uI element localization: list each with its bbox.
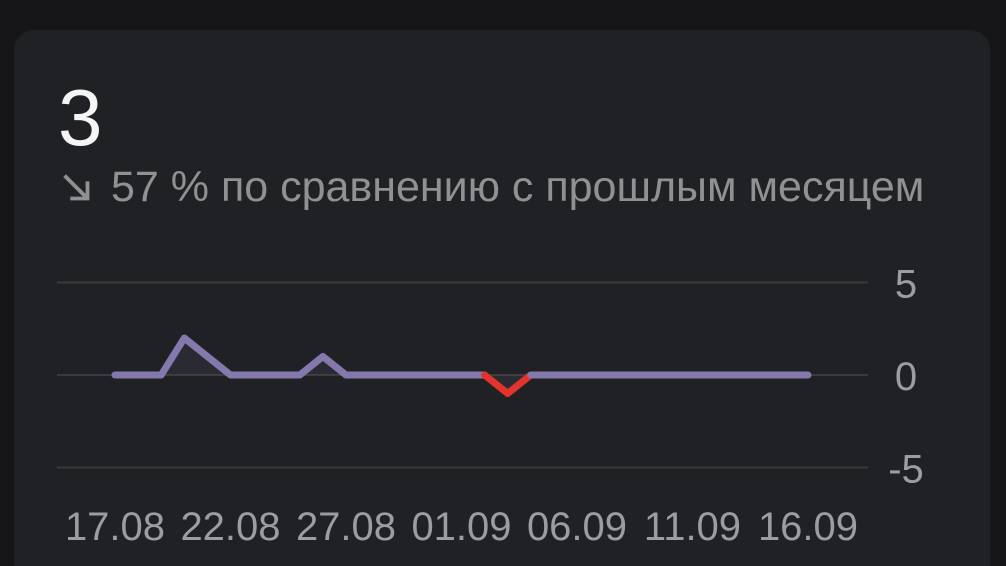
x-tick-label: 16.09 — [758, 505, 858, 549]
x-tick-label: 27.08 — [296, 505, 396, 549]
y-tick-label: 5 — [895, 263, 917, 307]
arrow-down-right-icon — [63, 173, 90, 200]
x-tick-label: 11.09 — [644, 505, 741, 549]
metric-card[interactable]: 3 57 % по сравнению с прошлым месяцем 5 0… — [14, 30, 990, 566]
x-tick-label: 17.08 — [65, 505, 165, 549]
trend-line-negative-segment — [481, 371, 535, 397]
metric-change-label: 57 % по сравнению с прошлым месяцем — [111, 163, 925, 211]
metric-change-row: 57 % по сравнению с прошлым месяцем — [56, 166, 924, 209]
x-tick-label: 06.09 — [527, 505, 627, 549]
trend-line-segment — [111, 334, 489, 379]
y-tick-label: 0 — [895, 355, 917, 399]
metric-value: 3 — [58, 73, 103, 162]
y-tick-label: -5 — [888, 448, 924, 492]
x-tick-label: 01.09 — [411, 505, 511, 549]
x-tick-label: 22.08 — [180, 505, 280, 549]
trend-chart-svg[interactable]: 5 0 -5 17.08 22.08 27.08 01.09 06.09 11.09 16.09 — [14, 30, 990, 566]
